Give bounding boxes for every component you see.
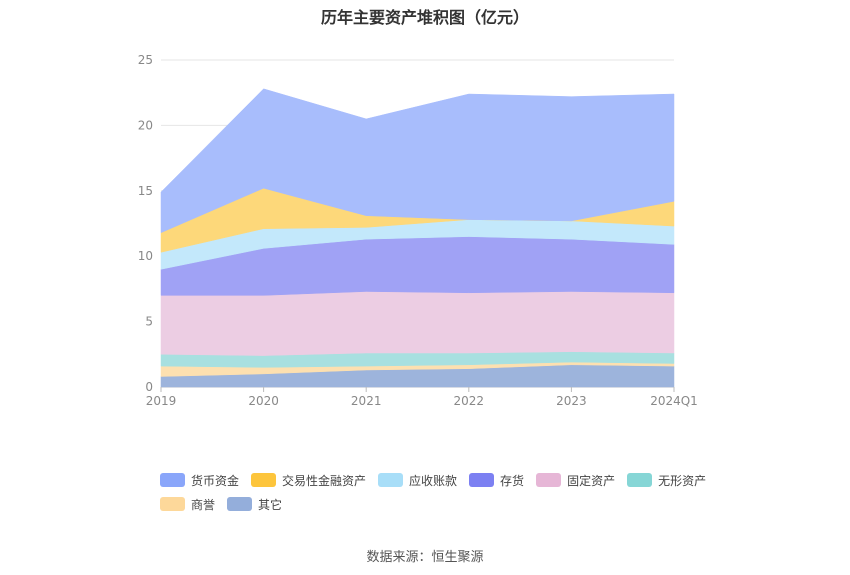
area-series [160,88,675,388]
legend-swatch [160,473,185,487]
axes: 0 5 10 15 20 25 2019 2020 2021 2022 2023 2024Q1 [138,53,698,408]
x-tick-label: 2022 [454,394,485,408]
x-tick-label: 2024Q1 [650,394,698,408]
legend-item[interactable]: 固定资产 [536,472,615,488]
legend-swatch [227,497,253,511]
y-tick-label: 15 [138,184,153,198]
legend-swatch [160,497,185,511]
area-固定资产[interactable] [160,291,675,356]
y-tick-label: 20 [138,118,153,132]
x-tick-label: 2019 [146,394,177,408]
area-货币资金[interactable] [160,88,675,234]
y-tick-label: 0 [145,380,153,394]
y-tick-label: 5 [145,315,153,329]
legend-label: 应收账款 [409,473,458,488]
legend-item[interactable]: 存货 [469,472,524,488]
y-tick-label: 10 [138,249,153,263]
source-note: 数据来源：恒生聚源 [366,550,484,565]
legend-swatch [251,473,277,487]
legend-item[interactable]: 商誉 [160,496,215,512]
y-tick-label: 25 [138,53,153,67]
legend-label: 存货 [500,473,525,488]
legend-label: 货币资金 [191,473,240,488]
legend-item[interactable]: 交易性金融资产 [251,472,366,488]
x-tick-label: 2021 [351,394,382,408]
legend-item[interactable]: 其它 [227,496,282,512]
stacked-area-chart: 0 5 10 15 20 25 2019 2020 2021 2022 2023 2024Q1 [138,53,698,408]
legend-swatch [536,473,562,487]
legend-item[interactable]: 货币资金 [160,472,239,488]
x-tick-label: 2023 [556,394,587,408]
legend: 货币资金 交易性金融资产 应收账款 存货 固定资产 无形资产商誉 其它 [160,472,720,512]
legend-swatch [378,473,404,487]
legend-item[interactable]: 无形资产 [627,472,706,488]
legend-label: 商誉 [191,497,216,512]
legend-label: 交易性金融资产 [282,473,367,488]
x-tick-label: 2020 [248,394,279,408]
legend-swatch [627,473,653,487]
legend-label: 其它 [258,497,283,512]
legend-label: 无形资产 [658,473,707,488]
legend-label: 固定资产 [567,473,616,488]
legend-swatch [469,473,495,487]
legend-item[interactable]: 应收账款 [378,472,457,488]
chart-title: 历年主要资产堆积图（亿元） [320,8,529,27]
